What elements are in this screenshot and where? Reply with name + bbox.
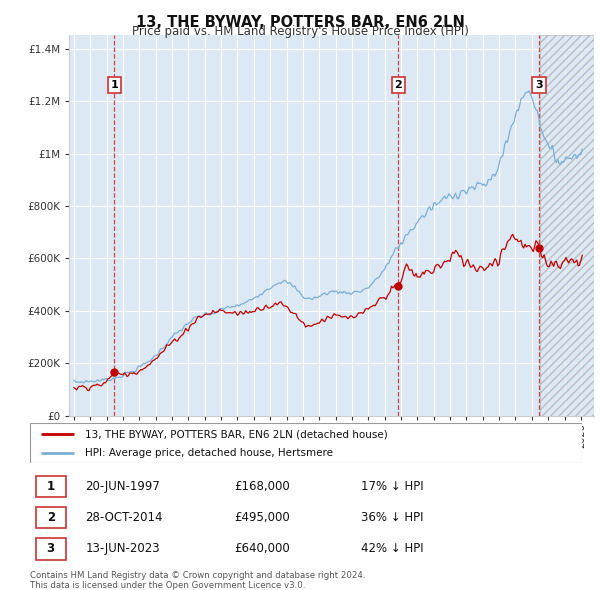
Text: 1: 1 (47, 480, 55, 493)
Text: 17% ↓ HPI: 17% ↓ HPI (361, 480, 424, 493)
Text: 36% ↓ HPI: 36% ↓ HPI (361, 511, 424, 525)
FancyBboxPatch shape (30, 423, 582, 463)
Text: 13-JUN-2023: 13-JUN-2023 (85, 542, 160, 555)
Text: 28-OCT-2014: 28-OCT-2014 (85, 511, 163, 525)
Bar (540, 35, 594, 416)
Text: 13, THE BYWAY, POTTERS BAR, EN6 2LN (detached house): 13, THE BYWAY, POTTERS BAR, EN6 2LN (det… (85, 430, 388, 440)
FancyBboxPatch shape (35, 538, 66, 559)
Text: 2: 2 (394, 80, 402, 90)
Text: Contains HM Land Registry data © Crown copyright and database right 2024.: Contains HM Land Registry data © Crown c… (30, 571, 365, 580)
Text: 13, THE BYWAY, POTTERS BAR, EN6 2LN: 13, THE BYWAY, POTTERS BAR, EN6 2LN (136, 15, 464, 30)
Text: 3: 3 (47, 542, 55, 555)
Text: £168,000: £168,000 (234, 480, 290, 493)
Text: Price paid vs. HM Land Registry's House Price Index (HPI): Price paid vs. HM Land Registry's House … (131, 25, 469, 38)
Text: £495,000: £495,000 (234, 511, 290, 525)
Text: 20-JUN-1997: 20-JUN-1997 (85, 480, 160, 493)
FancyBboxPatch shape (35, 507, 66, 529)
Text: 3: 3 (535, 80, 543, 90)
Text: 42% ↓ HPI: 42% ↓ HPI (361, 542, 424, 555)
Text: This data is licensed under the Open Government Licence v3.0.: This data is licensed under the Open Gov… (30, 581, 305, 589)
FancyBboxPatch shape (35, 476, 66, 497)
Text: 2: 2 (47, 511, 55, 525)
Text: HPI: Average price, detached house, Hertsmere: HPI: Average price, detached house, Hert… (85, 448, 333, 458)
Text: £640,000: £640,000 (234, 542, 290, 555)
Text: 1: 1 (110, 80, 118, 90)
